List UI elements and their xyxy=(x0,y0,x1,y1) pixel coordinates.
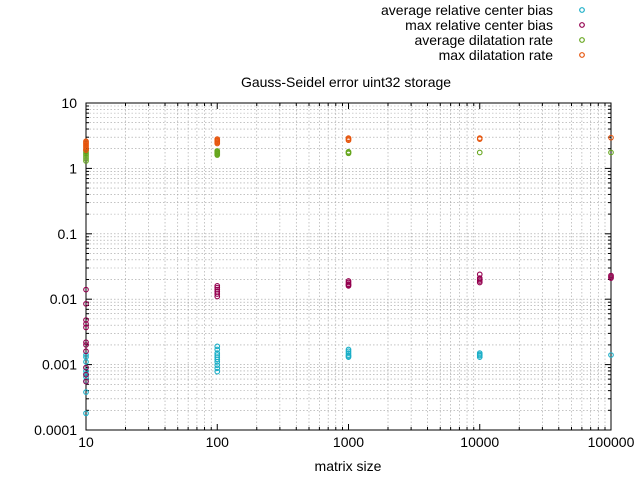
legend-entry: average dilatation rate xyxy=(414,32,585,48)
grid xyxy=(86,103,611,430)
x-tick-label: 10 xyxy=(78,434,94,450)
legend-label: max dilatation rate xyxy=(439,47,554,63)
series-4-points xyxy=(83,134,614,154)
data-point xyxy=(83,389,89,395)
data-point xyxy=(476,275,483,281)
legend-marker xyxy=(579,52,585,58)
legend-label: max relative center bias xyxy=(405,17,553,33)
data-point xyxy=(83,286,89,293)
data-point xyxy=(476,135,483,142)
y-tick-label: 0.0001 xyxy=(34,422,77,438)
data-point xyxy=(214,346,221,353)
x-tick-label: 100 xyxy=(206,434,230,450)
data-point xyxy=(345,135,352,142)
data-point xyxy=(608,134,614,141)
x-tick-label: 100000 xyxy=(588,434,635,450)
data-point xyxy=(214,350,221,356)
y-tick-label: 0.1 xyxy=(58,226,78,242)
x-tick-labels: 10 100 1000 10000 100000 xyxy=(78,434,634,450)
legend-label: average dilatation rate xyxy=(414,32,553,48)
legend-label: average relative center bias xyxy=(381,2,553,18)
data-point xyxy=(214,365,221,372)
chart-title: Gauss-Seidel error uint32 storage xyxy=(241,74,451,90)
data-point xyxy=(83,320,89,327)
data-point xyxy=(214,284,221,291)
data-point xyxy=(83,378,89,385)
data-point xyxy=(214,352,221,358)
data-point xyxy=(345,278,352,284)
series-2-points xyxy=(83,271,614,385)
legend: average relative center bias max relativ… xyxy=(381,2,585,63)
legend-marker xyxy=(579,7,585,13)
data-point xyxy=(83,352,89,358)
x-tick-label: 1000 xyxy=(333,434,364,450)
legend-marker xyxy=(579,37,585,43)
data-point xyxy=(83,154,89,160)
data-point xyxy=(83,324,89,331)
data-point xyxy=(83,410,89,417)
data-point xyxy=(476,149,483,156)
y-tick-label: 1 xyxy=(69,160,77,176)
data-point xyxy=(83,138,89,145)
data-point xyxy=(345,350,352,356)
data-point xyxy=(214,136,221,143)
data-point xyxy=(476,350,483,356)
data-point xyxy=(83,339,89,346)
data-point xyxy=(476,271,483,278)
data-point xyxy=(214,286,221,293)
data-point xyxy=(214,148,221,154)
data-point xyxy=(608,352,614,358)
data-point xyxy=(214,362,221,369)
data-point xyxy=(83,368,89,374)
data-point xyxy=(83,155,89,162)
data-point xyxy=(214,283,221,289)
data-point xyxy=(345,348,352,355)
tick-marks xyxy=(85,103,611,431)
data-point xyxy=(345,148,352,155)
data-point xyxy=(345,352,352,358)
y-tick-label: 0.01 xyxy=(50,291,77,307)
data-point xyxy=(214,368,221,375)
data-point xyxy=(83,371,89,378)
data-point xyxy=(345,346,352,353)
data-point xyxy=(608,272,614,279)
data-point xyxy=(83,364,89,371)
data-point xyxy=(214,343,221,350)
data-point xyxy=(83,317,89,323)
data-points xyxy=(83,134,614,417)
legend-entry: max relative center bias xyxy=(405,17,585,33)
data-point xyxy=(83,354,89,360)
data-point xyxy=(83,342,89,348)
legend-marker xyxy=(579,22,585,28)
data-point xyxy=(608,149,614,156)
x-axis-title: matrix size xyxy=(315,458,382,474)
y-tick-labels: 0.0001 0.001 0.01 0.1 1 10 xyxy=(34,95,77,438)
legend-entry: average relative center bias xyxy=(381,2,585,18)
data-point xyxy=(83,348,89,355)
series-1-points xyxy=(83,343,614,417)
y-tick-label: 0.001 xyxy=(42,357,77,373)
data-point xyxy=(83,300,89,307)
y-tick-label: 10 xyxy=(61,95,77,111)
legend-entry: max dilatation rate xyxy=(439,47,585,63)
series-3-points xyxy=(83,147,614,164)
x-tick-label: 10000 xyxy=(460,434,499,450)
